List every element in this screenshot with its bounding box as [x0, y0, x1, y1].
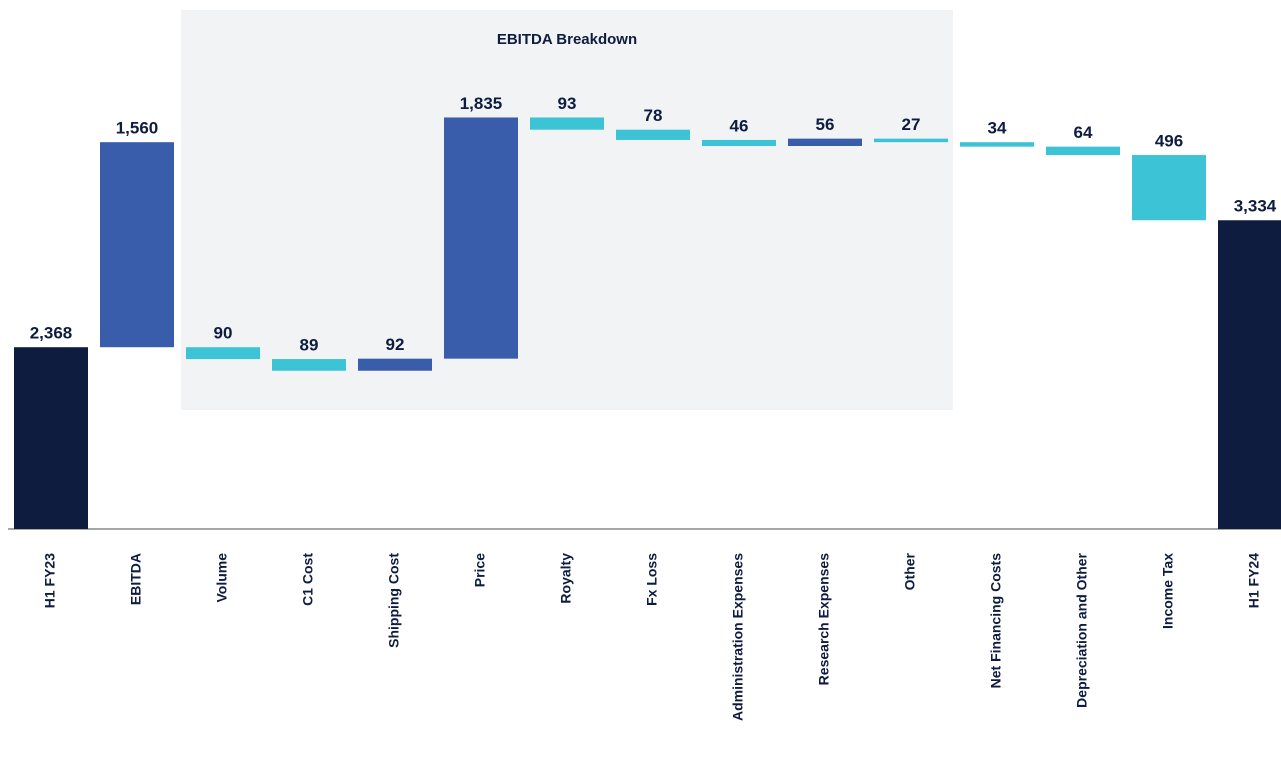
bar [1046, 146, 1120, 156]
category-label: Income Tax [1160, 553, 1176, 629]
category-label: Other [902, 552, 918, 590]
category-label: Administration Expenses [730, 553, 746, 721]
value-label: 1,560 [116, 119, 159, 138]
bar [272, 359, 346, 371]
bar [788, 138, 862, 146]
category-label: Research Expenses [816, 553, 832, 686]
value-label: 89 [300, 336, 319, 355]
category-label: Price [472, 553, 488, 587]
category-label: Depreciation and Other [1074, 552, 1090, 707]
category-label: C1 Cost [300, 553, 316, 606]
bar [186, 347, 260, 360]
value-label: 78 [644, 106, 663, 125]
bar [616, 129, 690, 140]
category-label: Royalty [558, 553, 574, 604]
bar [358, 358, 432, 371]
value-label: 2,368 [30, 324, 73, 343]
category-label: H1 FY24 [1246, 553, 1262, 608]
bar [530, 117, 604, 130]
bar [1132, 155, 1206, 221]
bar [702, 139, 776, 146]
bar [14, 347, 88, 529]
category-label: H1 FY23 [42, 553, 58, 608]
value-label: 64 [1074, 123, 1093, 142]
category-label: Volume [214, 553, 230, 603]
category-label: Net Financing Costs [988, 553, 1004, 689]
bar [960, 142, 1034, 147]
breakdown-panel [181, 10, 953, 410]
value-label: 34 [988, 119, 1007, 138]
category-label: Shipping Cost [386, 553, 402, 648]
category-label: Fx Loss [644, 553, 660, 606]
category-label: EBITDA [128, 553, 144, 605]
bar [100, 142, 174, 348]
value-label: 90 [214, 324, 233, 343]
value-label: 1,835 [460, 94, 503, 113]
value-label: 496 [1155, 132, 1183, 151]
value-label: 93 [558, 94, 577, 113]
value-label: 56 [816, 115, 835, 134]
bar [874, 138, 948, 143]
breakdown-title: EBITDA Breakdown [497, 31, 637, 48]
value-label: 46 [730, 116, 749, 135]
bar [444, 117, 518, 359]
bar [1218, 220, 1281, 529]
value-label: 92 [386, 335, 405, 354]
value-label: 27 [902, 115, 921, 134]
value-label: 3,334 [1234, 197, 1277, 216]
